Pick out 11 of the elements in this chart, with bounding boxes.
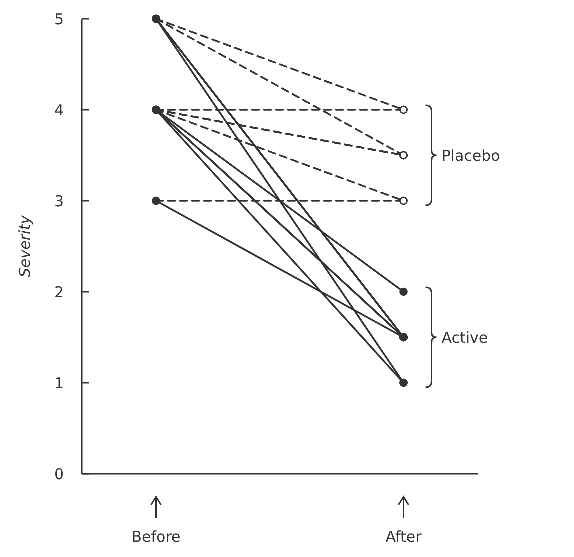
y-tick-label: 1 [54,374,64,392]
annotation: Placebo [442,146,500,165]
y-tick-label: 2 [54,283,64,302]
y-tick-label: 3 [54,192,64,210]
y-tick-label: 4 [54,101,64,120]
annotation: Active [442,328,488,347]
x-tick-label: Before [132,528,181,546]
y-tick-label: 5 [54,10,64,28]
y-axis-title: Severity [16,214,34,278]
x-tick-label: After [386,528,423,546]
y-tick-label: 0 [54,465,64,484]
